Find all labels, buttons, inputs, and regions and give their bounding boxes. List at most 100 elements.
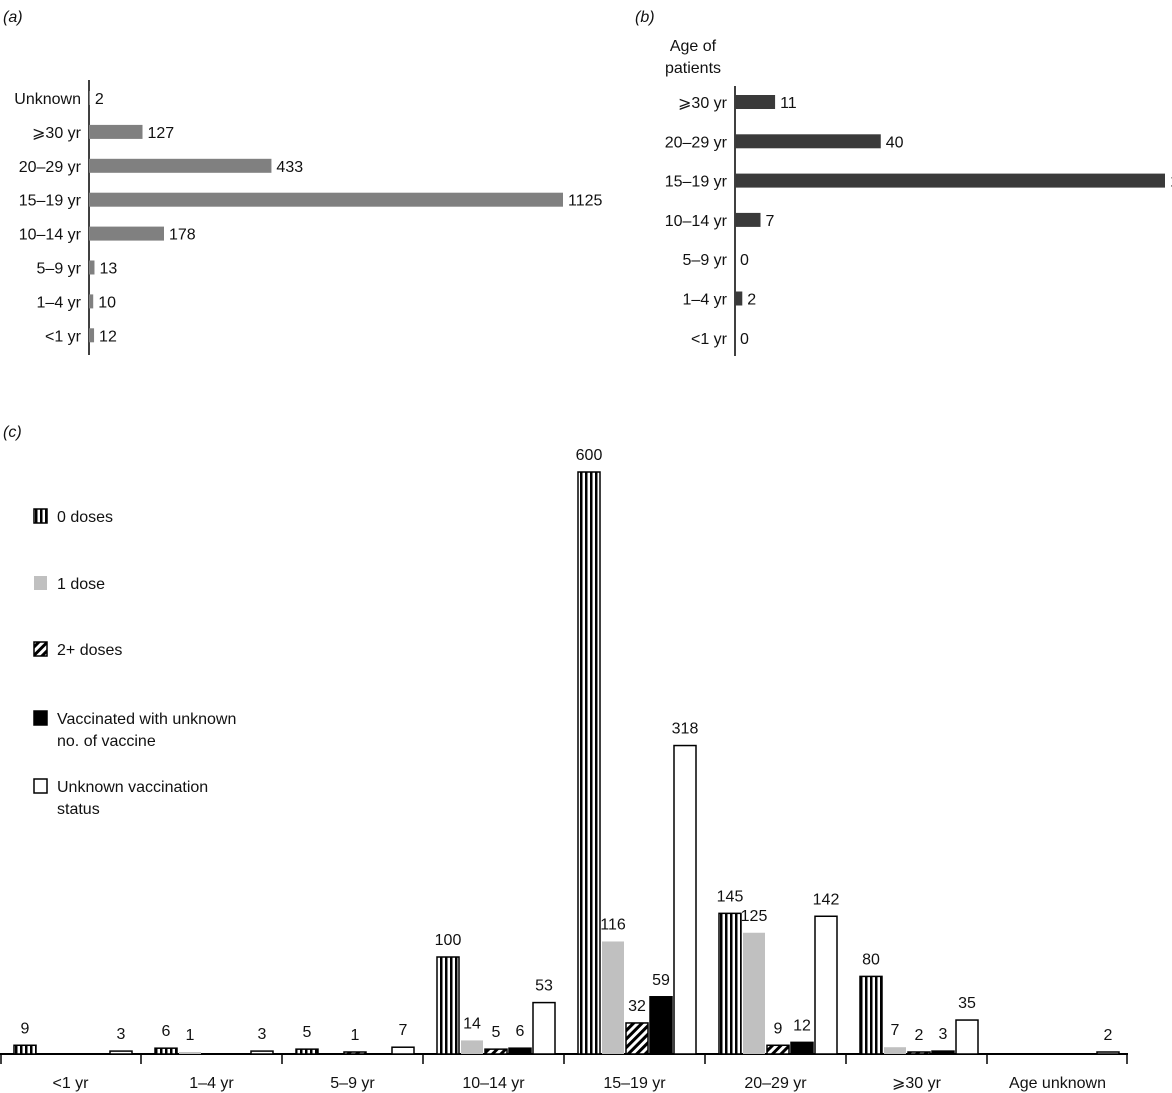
bar	[343, 1051, 367, 1055]
bar	[743, 932, 765, 1054]
data-label: 9	[21, 1020, 30, 1037]
data-label: 13	[99, 261, 117, 278]
category-label: Unknown	[14, 91, 81, 108]
data-label: 2	[1104, 1027, 1113, 1044]
bar	[790, 1041, 814, 1055]
category-label: ⩾30 yr	[892, 1075, 942, 1092]
category-label: 1–4 yr	[37, 294, 82, 311]
data-label: 145	[717, 888, 744, 905]
data-label: 116	[600, 916, 626, 933]
legend-label: Unknown vaccination	[57, 779, 208, 796]
data-label: 32	[628, 998, 646, 1015]
panel-b-axis-title-line1: Age of	[670, 38, 717, 55]
panel-c-label: (c)	[3, 424, 22, 441]
bar	[673, 744, 697, 1055]
bar	[250, 1050, 274, 1055]
data-label: 3	[258, 1026, 267, 1043]
bar	[532, 1001, 556, 1055]
bar	[461, 1040, 483, 1054]
data-label: 100	[435, 932, 462, 949]
data-label: 59	[652, 972, 670, 989]
bar	[89, 158, 272, 173]
data-label: 53	[535, 978, 553, 995]
bar	[735, 212, 761, 227]
panel-c-legend: 0 doses 1 dose 2+ doses Vaccinated with unk…	[33, 508, 236, 818]
category-label: 10–14 yr	[665, 213, 728, 230]
category-label: <1 yr	[45, 328, 82, 345]
data-label: 6	[516, 1023, 525, 1040]
category-label: <1 yr	[52, 1075, 89, 1092]
data-label: 3	[117, 1026, 126, 1043]
legend-swatch	[33, 778, 48, 794]
legend-label: status	[57, 801, 100, 818]
bar	[89, 124, 143, 139]
category-label: ⩾30 yr	[678, 95, 728, 112]
data-label: 12	[793, 1017, 811, 1034]
category-label: 15–19 yr	[603, 1075, 666, 1092]
bar	[89, 91, 90, 105]
bar	[89, 192, 563, 207]
data-label: 6	[162, 1023, 171, 1040]
category-label: 5–9 yr	[683, 252, 728, 269]
data-label: 178	[169, 227, 196, 244]
category-label: 1–4 yr	[683, 292, 728, 309]
panel-a: Unknown 2 ⩾30 yr 127 20–29 yr 433 15–19 yr 1125…	[14, 80, 603, 355]
panel-b: ⩾30 yr 11 20–29 yr 40 15–19 yr 118 10–14 yr 7 5–…	[665, 86, 1172, 356]
bar	[109, 1050, 133, 1055]
data-label: 12	[99, 328, 117, 345]
data-label: 600	[576, 447, 603, 464]
bar	[625, 1022, 649, 1055]
legend-swatch	[33, 508, 48, 524]
legend-label: 1 dose	[57, 576, 105, 593]
data-label: 40	[886, 134, 904, 151]
legend-label: no. of vaccine	[57, 733, 156, 750]
data-label: 1125	[568, 193, 603, 210]
category-label: 5–9 yr	[37, 261, 82, 278]
data-label: 80	[862, 951, 880, 968]
bar	[735, 291, 743, 306]
category-label: 1–4 yr	[189, 1075, 234, 1092]
category-label: ⩾30 yr	[32, 125, 82, 142]
bar	[931, 1050, 955, 1055]
data-label: 5	[492, 1024, 501, 1041]
legend-swatch	[33, 710, 48, 726]
legend-label: 0 doses	[57, 509, 113, 526]
bar	[735, 95, 776, 109]
bar	[179, 1052, 201, 1054]
bar	[484, 1048, 508, 1055]
data-label: 11	[780, 95, 797, 112]
data-label: 14	[463, 1015, 481, 1032]
data-label: 1	[186, 1027, 195, 1044]
category-label: 15–19 yr	[19, 193, 82, 210]
bar	[859, 975, 883, 1055]
bar	[602, 941, 624, 1054]
bar	[907, 1051, 931, 1055]
bar	[884, 1047, 906, 1054]
data-label: 7	[766, 213, 775, 230]
bar	[508, 1047, 532, 1055]
bar	[735, 134, 881, 149]
data-label: 142	[813, 891, 840, 908]
bar	[89, 226, 164, 241]
bar	[1096, 1051, 1120, 1055]
data-label: 5	[303, 1024, 312, 1041]
data-label: 1	[351, 1027, 360, 1044]
data-label: 127	[148, 125, 175, 142]
panel-b-label: (b)	[635, 9, 655, 26]
data-label: 35	[958, 995, 976, 1012]
bar	[89, 294, 94, 309]
data-label: 433	[276, 159, 303, 176]
category-label: 20–29 yr	[665, 134, 728, 151]
bar	[89, 260, 95, 275]
legend-label: Vaccinated with unknown	[57, 711, 236, 728]
data-label: 2	[95, 91, 104, 108]
data-label: 125	[741, 908, 768, 925]
category-label: <1 yr	[691, 331, 728, 348]
bar	[13, 1044, 37, 1055]
data-label: 10	[98, 294, 116, 311]
category-label: Age unknown	[1009, 1075, 1106, 1092]
data-label: 0	[740, 331, 749, 348]
legend-swatch	[34, 576, 47, 590]
bar	[766, 1044, 790, 1055]
